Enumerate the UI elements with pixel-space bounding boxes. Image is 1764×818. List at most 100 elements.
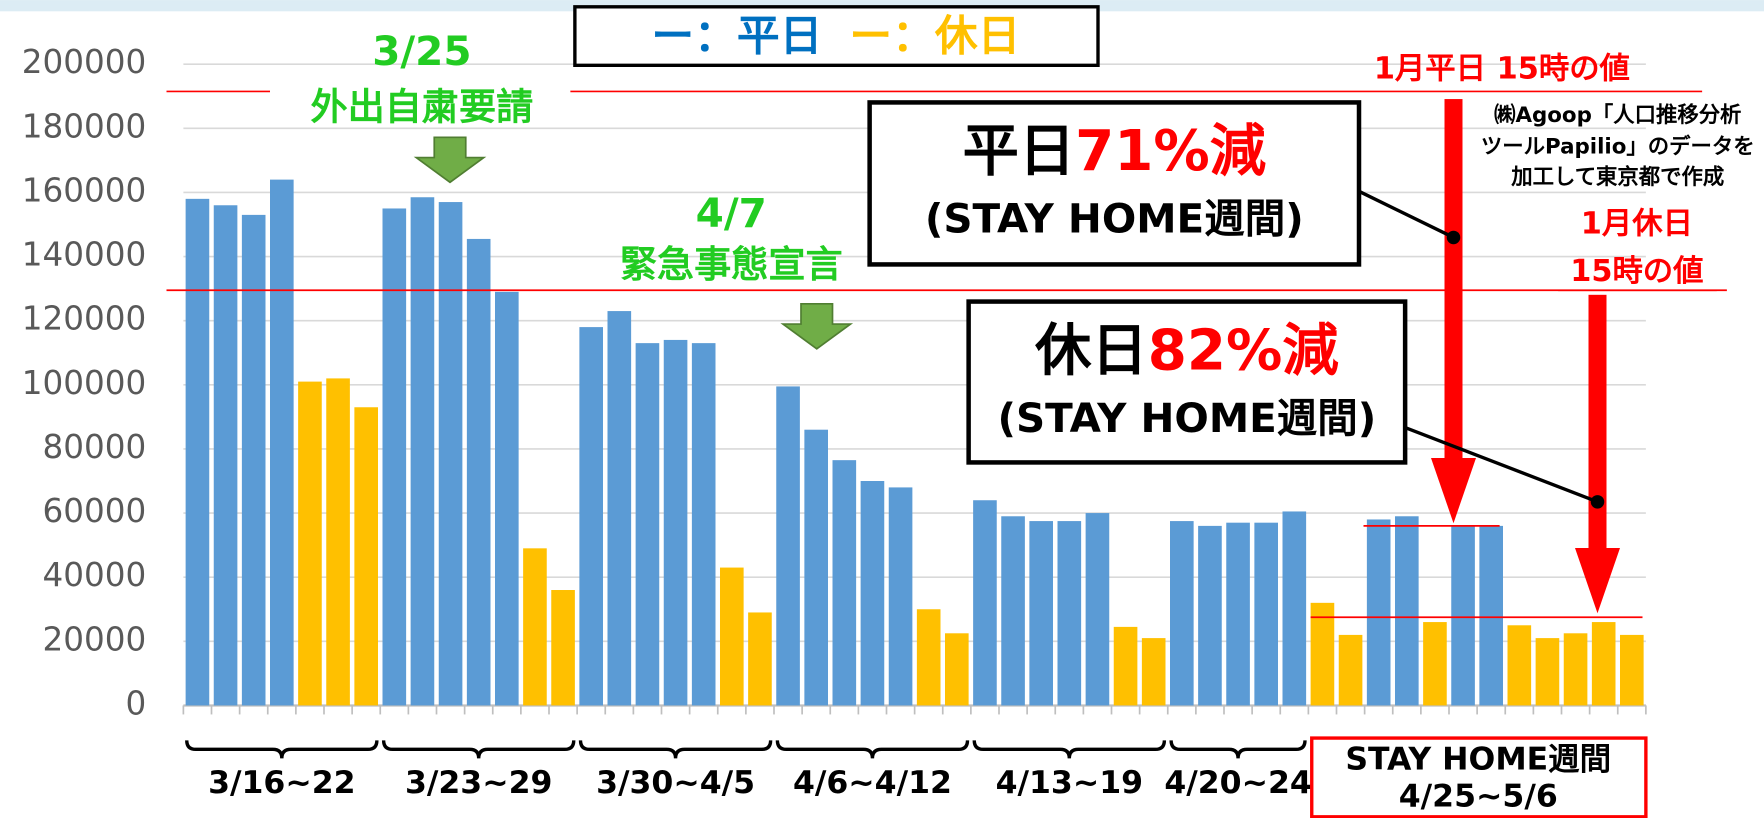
callout-label: 平日: [963, 119, 1076, 184]
bar: [1170, 521, 1194, 706]
bar: [1563, 633, 1588, 706]
bar: [410, 197, 435, 706]
week-label: 3/23~29: [405, 765, 553, 801]
callout-line: [1358, 189, 1455, 239]
callout-dot: [1446, 230, 1461, 245]
bar: [1479, 525, 1503, 706]
bar: [523, 548, 547, 706]
bar: [607, 311, 632, 706]
callout-change: 82%減: [1148, 318, 1339, 383]
bar: [1507, 625, 1532, 706]
bar: [438, 202, 463, 706]
bar: [241, 214, 266, 706]
y-tick-label: 100000: [22, 364, 146, 402]
y-tick-label: 140000: [22, 236, 146, 274]
callout-box: [867, 100, 1362, 267]
bar: [1226, 522, 1250, 706]
week-label: 4/6~4/12: [793, 765, 952, 801]
bar: [720, 567, 744, 706]
event-label: 外出自粛要請: [311, 86, 534, 129]
bar: [1535, 638, 1560, 706]
callout-title: 平日71%減: [963, 119, 1266, 184]
bar: [551, 590, 575, 706]
bar: [691, 343, 716, 706]
bar: [298, 381, 322, 706]
callout-title: 休日82%減: [1034, 318, 1338, 383]
bar: [973, 500, 997, 706]
bar: [860, 481, 885, 706]
bar: [748, 612, 772, 706]
red-arrow-shaft: [1588, 294, 1607, 552]
bars: [185, 179, 1644, 706]
legend-entry: ー：平日: [651, 11, 822, 61]
week-label: 4/20~24: [1164, 765, 1312, 801]
bar: [354, 407, 378, 706]
legend: ー：平日 ー：休日: [651, 11, 1020, 61]
callout-box: [966, 299, 1408, 465]
bar: [1310, 602, 1335, 706]
y-tick-label: 180000: [22, 107, 146, 145]
green-arrow: [780, 302, 854, 350]
bar: [1057, 521, 1082, 706]
bar: [832, 460, 857, 706]
bar: [1620, 634, 1644, 706]
week-bracket: [381, 740, 576, 759]
source-note: ㈱Agoop「人口推移分析: [1494, 102, 1741, 128]
stay-home-label: STAY HOME週間: [1345, 742, 1611, 778]
stay-home-dates: 4/25~5/6: [1399, 779, 1558, 815]
bar: [776, 386, 800, 706]
green-arrow: [413, 136, 487, 184]
y-tick-label: 80000: [43, 428, 147, 466]
week-label: 3/16~22: [208, 765, 356, 801]
bar: [1423, 622, 1447, 706]
week-label: 4/13~19: [996, 765, 1144, 801]
event-label: 緊急事態宣言: [620, 243, 843, 286]
bar: [1338, 634, 1363, 706]
y-tick-label: 20000: [43, 620, 147, 658]
overlay: 1月平日 15時の値 1月休日 15時の値 ー：平日 ー：休日 3/25 外出自粛要請 4/7…: [166, 5, 1755, 818]
week-bracket: [775, 740, 970, 759]
bar: [945, 633, 969, 706]
legend-entry: ー：休日: [849, 11, 1020, 61]
reference-label: 1月休日: [1581, 207, 1693, 242]
bar: [382, 208, 407, 706]
bar: [1254, 522, 1278, 706]
callout-line: [1404, 425, 1599, 504]
callout-note: (STAY HOME週間): [997, 394, 1376, 442]
bar: [1282, 511, 1307, 706]
bar: [270, 179, 294, 706]
y-tick-label: 0: [126, 684, 147, 722]
event-date: 3/25: [372, 27, 471, 75]
bar: [1085, 513, 1110, 706]
red-arrow-shaft: [1444, 99, 1463, 462]
week-bracket: [185, 740, 379, 759]
callout-dot: [1590, 495, 1605, 509]
bar: [466, 238, 491, 706]
bar: [185, 198, 210, 706]
source-note: 加工して東京都で作成: [1510, 164, 1724, 190]
callout-change: 71%減: [1075, 119, 1266, 184]
bar: [916, 609, 941, 706]
week-label: 3/30~4/5: [596, 765, 755, 801]
week-bracket: [578, 740, 773, 759]
y-tick-label: 200000: [22, 43, 146, 81]
bar: [1029, 521, 1053, 706]
bar: [579, 327, 603, 706]
bar: [663, 339, 688, 706]
legend-box: [573, 5, 1100, 67]
bar: [1366, 519, 1391, 706]
y-tick-label: 120000: [22, 300, 146, 338]
bar: [804, 429, 828, 706]
reference-label: 1月平日 15時の値: [1374, 51, 1630, 86]
red-arrow-head: [1431, 457, 1476, 524]
bar: [1001, 516, 1025, 706]
bar: [1198, 525, 1222, 706]
bar: [888, 487, 913, 706]
bar: [495, 291, 519, 706]
callout-label: 休日: [1034, 318, 1148, 383]
y-tick-label: 40000: [43, 556, 147, 594]
stay-home-box: [1310, 736, 1648, 818]
source-note: ツールPapilio」のデータを: [1481, 133, 1755, 159]
reference-label: 15時の値: [1570, 254, 1703, 289]
